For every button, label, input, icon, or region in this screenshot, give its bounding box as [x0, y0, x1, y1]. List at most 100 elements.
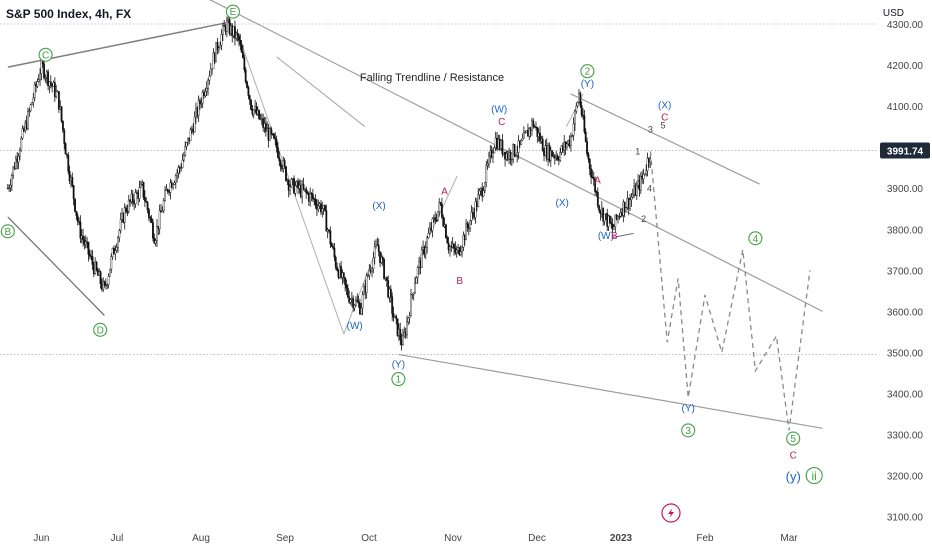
candle-body: [252, 109, 255, 115]
candle-body: [645, 170, 648, 175]
candle: [365, 272, 368, 299]
candle-body: [287, 180, 290, 191]
candle-body: [67, 155, 70, 172]
candle: [575, 102, 578, 114]
wave-label-text: 4: [753, 234, 759, 245]
candle-body: [289, 186, 291, 191]
candle: [595, 190, 598, 197]
candle-body: [594, 179, 597, 192]
candle: [584, 128, 587, 143]
candle: [205, 81, 208, 97]
trendline-3[interactable]: [7, 216, 105, 316]
candle: [185, 142, 188, 150]
candle: [391, 292, 394, 321]
candle: [158, 204, 161, 235]
candle: [274, 132, 277, 146]
candle-body: [21, 128, 24, 139]
candle-body: [277, 147, 279, 158]
candle: [414, 276, 416, 294]
candle-body: [618, 216, 621, 218]
trendline-5[interactable]: [570, 93, 760, 185]
candle: [154, 238, 157, 247]
candle-body: [625, 207, 627, 213]
candle: [586, 137, 588, 157]
candle: [99, 270, 102, 289]
candle-body: [180, 167, 183, 169]
candle-body: [532, 120, 535, 127]
candle-body: [509, 152, 512, 160]
flash-icon[interactable]: [661, 503, 681, 523]
candle-body: [360, 307, 363, 315]
candle-body: [588, 158, 591, 169]
candle: [368, 263, 371, 280]
candle: [342, 271, 345, 283]
candle: [84, 235, 87, 249]
wave-label-text: 5: [660, 121, 665, 131]
candle-body: [71, 177, 74, 186]
x-tick-label: Oct: [361, 533, 377, 544]
candle-body: [310, 192, 313, 195]
candle-body: [580, 105, 583, 116]
candle-body: [609, 215, 611, 223]
wave-label-circle: [0, 224, 15, 239]
candle: [264, 117, 267, 137]
candle: [72, 184, 75, 206]
candle: [646, 152, 649, 177]
wave-label-text: C: [661, 113, 668, 124]
candle: [592, 171, 595, 186]
candle: [268, 126, 271, 141]
candle: [91, 249, 94, 270]
chart-title: S&P 500 Index, 4h, FX: [6, 7, 131, 21]
candle: [501, 133, 504, 158]
candle: [216, 38, 219, 55]
candle-body: [118, 230, 121, 238]
candle-body: [297, 181, 300, 189]
candle: [442, 214, 445, 228]
candle: [598, 204, 601, 213]
candle: [553, 153, 556, 165]
candle-body: [33, 84, 36, 99]
candle: [289, 183, 291, 196]
trendline-4[interactable]: [276, 56, 366, 128]
candle-body: [119, 219, 122, 231]
candle: [278, 151, 281, 166]
x-tick-label: Mar: [780, 533, 798, 544]
y-tick-label: 3500.00: [887, 348, 924, 359]
candle-body: [177, 167, 180, 174]
x-tick-label: Nov: [444, 533, 462, 544]
candle: [392, 306, 395, 322]
trendline-10[interactable]: [612, 232, 634, 238]
candle: [372, 251, 375, 274]
candle-body: [576, 102, 579, 107]
candle: [106, 283, 109, 290]
candle-body: [334, 256, 337, 268]
projection-path[interactable]: [649, 151, 811, 431]
candle: [223, 19, 226, 27]
wave-label-text: B: [4, 227, 11, 238]
wave-label-text: (X): [372, 201, 385, 212]
wave-label: A: [594, 175, 601, 186]
candle: [211, 68, 213, 75]
candle: [361, 291, 364, 316]
candle-body: [420, 249, 423, 268]
trendline-2[interactable]: [398, 353, 823, 429]
candle-body: [520, 140, 523, 145]
candle: [336, 262, 338, 272]
candle-body: [427, 232, 430, 238]
candle-body: [270, 128, 273, 135]
candle-body: [199, 100, 201, 105]
candle-body: [74, 198, 76, 212]
candle-body: [306, 192, 309, 194]
candle-body: [584, 131, 587, 142]
candle: [79, 215, 82, 244]
candle: [466, 221, 469, 232]
candle-body: [174, 175, 177, 183]
candle-body: [426, 237, 429, 248]
candle-body: [450, 246, 453, 248]
candle-body: [396, 318, 399, 336]
candle: [110, 253, 113, 274]
candle: [330, 241, 333, 247]
candle-body: [493, 147, 496, 154]
candle: [373, 240, 376, 265]
